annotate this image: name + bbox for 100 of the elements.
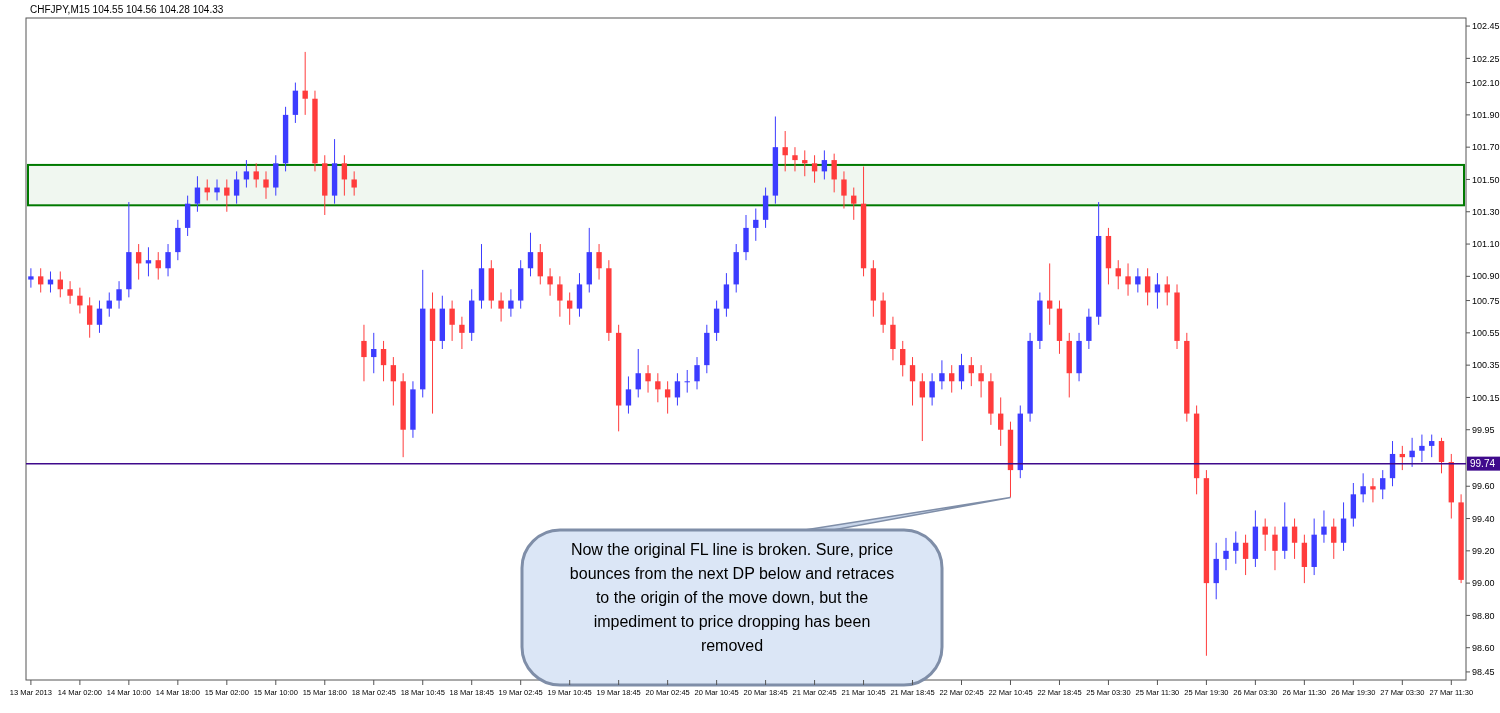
candlestick	[459, 316, 465, 350]
candlestick	[1144, 267, 1151, 306]
y-tick-label: 100.90	[1472, 271, 1500, 282]
candlestick	[194, 175, 201, 213]
y-tick-label: 100.35	[1472, 360, 1500, 371]
candlestick	[351, 170, 357, 197]
candlestick	[547, 267, 553, 297]
candlestick	[527, 232, 534, 277]
candlestick	[302, 51, 308, 116]
candlestick	[1223, 537, 1229, 571]
y-tick-label: 101.30	[1472, 206, 1500, 217]
y-tick-label: 100.75	[1472, 295, 1500, 306]
candlestick	[1291, 518, 1298, 560]
candlestick	[1046, 262, 1053, 326]
candlestick	[1438, 437, 1445, 474]
ref-line-label: 99.74	[1470, 458, 1496, 470]
y-tick-label: 100.55	[1472, 328, 1500, 338]
candlestick	[165, 243, 171, 277]
candlestick	[674, 372, 681, 407]
candlestick	[243, 159, 250, 189]
candlestick	[1272, 526, 1278, 571]
y-tick-label: 99.20	[1472, 545, 1495, 556]
candlestick	[155, 251, 161, 281]
candlestick	[900, 340, 906, 377]
candlestick	[1409, 437, 1415, 468]
candlestick	[939, 359, 945, 390]
y-tick-label: 99.40	[1472, 513, 1495, 524]
candlestick	[1429, 434, 1435, 458]
y-tick-label: 101.70	[1472, 142, 1500, 153]
candlestick	[498, 291, 504, 323]
candlestick	[28, 267, 34, 289]
candlestick	[792, 146, 798, 172]
candlestick	[1321, 509, 1327, 544]
candlestick	[116, 280, 122, 310]
y-tick-label: 99.95	[1472, 424, 1495, 435]
candlestick	[1164, 275, 1170, 306]
candlestick	[1360, 472, 1366, 503]
candlestick	[106, 291, 112, 318]
y-tick-label: 99.00	[1472, 578, 1495, 589]
candlestick	[1125, 262, 1131, 297]
candlestick	[224, 178, 230, 213]
candlestick	[958, 353, 965, 390]
candlestick	[645, 364, 651, 394]
candlestick	[782, 130, 788, 172]
candlestick	[919, 372, 926, 442]
y-tick-label: 98.45	[1472, 667, 1495, 678]
candlestick	[664, 380, 671, 415]
y-tick-label: 101.50	[1472, 174, 1500, 185]
y-tick-label: 98.60	[1472, 642, 1495, 653]
candlestick	[978, 364, 984, 398]
candlestick	[909, 356, 916, 407]
candlestick	[929, 372, 935, 407]
candlestick	[821, 149, 828, 180]
y-tick-label: 102.25	[1472, 53, 1500, 64]
candlestick	[968, 356, 974, 387]
candlestick	[361, 324, 367, 382]
y-tick-label: 98.80	[1472, 610, 1495, 621]
candlestick	[253, 162, 259, 189]
candlestick	[1262, 518, 1268, 552]
candlestick	[635, 348, 641, 398]
candlestick	[380, 340, 387, 382]
y-tick-label: 100.15	[1472, 392, 1500, 403]
candlestick	[596, 243, 602, 281]
y-tick-label: 102.45	[1472, 21, 1500, 32]
candlestick	[233, 170, 240, 205]
candlestick	[214, 178, 220, 201]
candlestick	[557, 275, 563, 318]
y-tick-label: 102.10	[1472, 77, 1500, 88]
candlestick	[371, 332, 377, 374]
candlestick	[1154, 272, 1161, 310]
y-tick-label: 99.60	[1472, 481, 1495, 492]
chart-title: CHFJPY,M15 104.55 104.56 104.28 104.33	[30, 4, 224, 15]
annotation: Now the original FL line is broken. Sure, price bounces from the next DP below and retraces to the origin of the move down, but the impediment to price dropping has been removed	[569, 540, 895, 654]
candlestick	[77, 287, 83, 314]
candlestick	[625, 375, 632, 415]
candlestick	[449, 300, 455, 342]
candlestick	[753, 208, 759, 242]
candlestick	[1135, 267, 1141, 293]
candlestick	[841, 170, 847, 210]
candlestick	[341, 154, 348, 197]
candlestick	[1370, 477, 1376, 503]
candlestick	[949, 364, 955, 394]
candlestick	[851, 187, 857, 221]
y-tick-label: 101.10	[1472, 239, 1500, 250]
candlestick	[655, 372, 661, 403]
candlestick	[67, 280, 73, 305]
candlestick	[263, 170, 269, 200]
candlestick	[508, 288, 514, 318]
candlestick	[998, 396, 1004, 447]
candlestick	[811, 154, 818, 184]
candlestick	[1242, 534, 1249, 576]
candlestick	[566, 291, 573, 326]
candlestick	[1233, 530, 1239, 565]
candlestick	[38, 267, 44, 293]
candlestick	[1380, 469, 1386, 500]
candlestick	[1115, 259, 1121, 290]
candlestick	[86, 296, 93, 339]
candlestick	[1331, 518, 1337, 560]
candlestick	[831, 153, 837, 193]
candlestick	[684, 369, 690, 394]
